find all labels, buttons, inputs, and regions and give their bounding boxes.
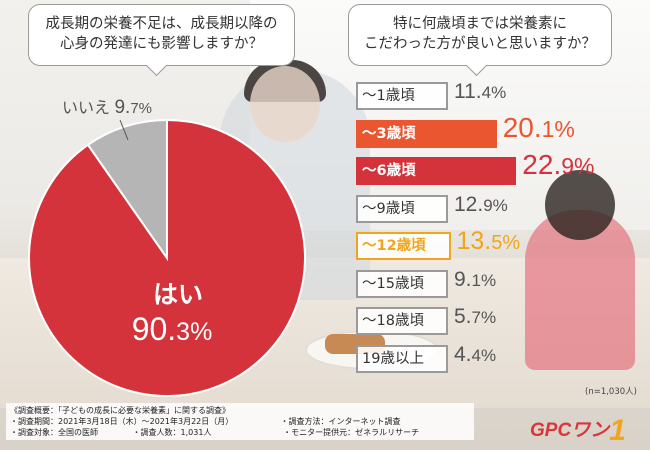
bar-category-label: 〜3歳頃 <box>362 125 416 142</box>
survey-count: ・調査人数：1,031人 <box>132 428 212 437</box>
pie-value-yes: 90.3% <box>132 311 213 347</box>
bar-category-label: 〜9歳頃 <box>362 200 415 217</box>
bar <box>356 344 448 373</box>
background-mother-face <box>250 66 320 142</box>
right-question-line2: こだわった方が良いと思いますか？ <box>364 36 596 52</box>
left-question-line2: 心身の発達にも影響しますか？ <box>60 36 263 52</box>
pie-label-no: いいえ 9.7% <box>62 97 152 118</box>
survey-title: 《調査概要：「子どもの成長に必要な栄養素」に関する調査》 <box>10 406 230 415</box>
logo-text: GPCワン <box>530 420 610 441</box>
bar-category-label: 〜1歳頃 <box>362 88 415 104</box>
survey-overview: 《調査概要：「子どもの成長に必要な栄養素」に関する調査》 ・調査期間：2021年… <box>6 403 474 440</box>
bar-category-label: 19歳以上 <box>362 350 424 367</box>
survey-period: ・調査期間：2021年3月18日（木）〜2021年3月22日（月） <box>10 417 234 426</box>
pie-label-yes: はい <box>153 281 203 309</box>
bar <box>356 307 448 335</box>
left-question-bubble: 成長期の栄養不足は、成長期以降の 心身の発達にも影響しますか？ <box>28 4 295 77</box>
survey-target: ・調査対象：全国の医師 <box>10 428 98 437</box>
logo-number: 1 <box>609 414 626 447</box>
bar <box>356 119 497 148</box>
bar <box>356 194 448 223</box>
bar-value-label: 4.4% <box>454 342 497 366</box>
bar <box>356 232 451 260</box>
pie-leader-line <box>119 119 129 141</box>
left-question-line1: 成長期の栄養不足は、成長期以降の <box>45 16 278 32</box>
bar <box>356 157 517 185</box>
right-question-bubble: 特に何歳頃までは栄養素に こだわった方が良いと思いますか？ <box>348 4 612 77</box>
bar-value-label: 12.9% <box>454 192 508 216</box>
bar-category-label: 〜18歳頃 <box>362 313 424 329</box>
gpc-one-logo: GPCワン1 <box>530 414 640 447</box>
bar-category-label: 〜15歳頃 <box>362 275 424 292</box>
survey-method: ・調査方法：インターネット調査 <box>280 417 401 426</box>
bar <box>356 82 448 110</box>
bar-value-label: 22.9% <box>522 149 595 180</box>
bar-value-label: 11.4% <box>454 80 507 103</box>
survey-provider: ・モニター提供元：ゼネラルリサーチ <box>283 428 420 437</box>
bar-value-label: 20.1% <box>502 111 575 143</box>
bar-value-label: 13.5% <box>456 227 521 255</box>
right-question-line1: 特に何歳頃までは栄養素に <box>393 16 567 32</box>
bar-category-label: 〜12歳頃 <box>362 238 426 254</box>
bar-value-label: 5.7% <box>454 305 497 328</box>
background-child-hair <box>545 170 615 240</box>
pie-slice-no <box>86 118 168 262</box>
bar <box>356 269 448 298</box>
bar-category-label: 〜6歳頃 <box>362 163 416 179</box>
sample-size-note: (n=1,030人) <box>585 387 637 397</box>
bar-value-label: 9.1% <box>454 267 497 291</box>
